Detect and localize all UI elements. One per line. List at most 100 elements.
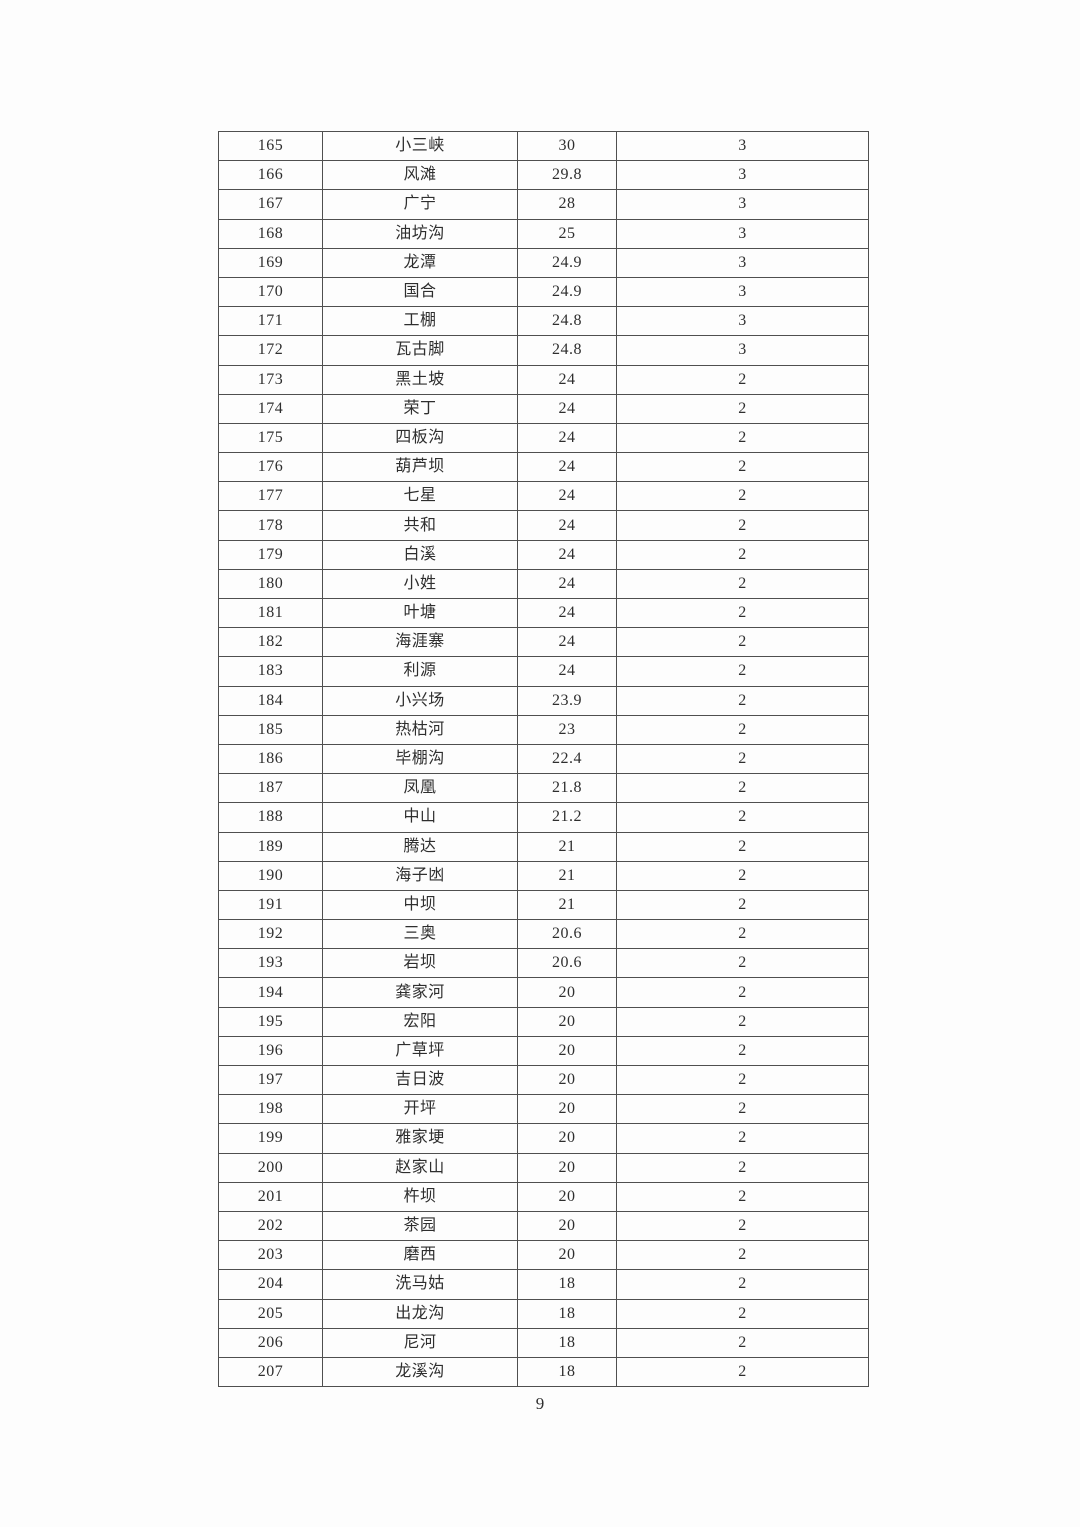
count-cell: 2 — [616, 656, 869, 687]
table-row: 185 热枯河 23 2 — [218, 714, 869, 745]
table-row: 195 宏阳 20 2 — [218, 1006, 869, 1037]
table-row: 171 工棚 24.8 3 — [218, 306, 869, 337]
row-index-cell: 170 — [218, 276, 323, 308]
value-cell: 24 — [517, 656, 617, 687]
value-cell: 20 — [517, 1006, 617, 1037]
row-index-cell: 204 — [218, 1269, 323, 1300]
table-row: 176 葫芦坝 24 2 — [218, 452, 869, 483]
station-name-cell: 龚家河 — [322, 977, 518, 1008]
station-name-cell: 岩坝 — [322, 948, 518, 979]
count-cell: 2 — [616, 685, 869, 716]
value-cell: 20 — [517, 1152, 617, 1183]
count-cell: 2 — [616, 714, 869, 745]
row-index-cell: 173 — [218, 364, 323, 395]
row-index-cell: 193 — [218, 948, 323, 979]
row-index-cell: 172 — [218, 335, 323, 366]
value-cell: 20.6 — [517, 919, 617, 950]
count-cell: 2 — [616, 627, 869, 658]
value-cell: 23 — [517, 714, 617, 745]
count-cell: 2 — [616, 1064, 869, 1096]
count-cell: 2 — [616, 1210, 869, 1242]
station-name-cell: 风滩 — [322, 160, 518, 191]
row-index-cell: 192 — [218, 919, 323, 950]
row-index-cell: 195 — [218, 1006, 323, 1037]
table-row: 206 尼河 18 2 — [218, 1327, 869, 1358]
count-cell: 3 — [616, 189, 869, 220]
station-name-cell: 工棚 — [322, 306, 518, 337]
table-row: 202 茶园 20 2 — [218, 1210, 869, 1242]
value-cell: 24 — [517, 393, 617, 424]
count-cell: 3 — [616, 306, 869, 337]
station-name-cell: 龙溪沟 — [322, 1356, 518, 1388]
table-row: 167 广宁 28 3 — [218, 189, 869, 220]
table-row: 194 龚家河 20 2 — [218, 977, 869, 1008]
row-index-cell: 199 — [218, 1123, 323, 1154]
table-row: 180 小姓 24 2 — [218, 568, 869, 600]
station-name-cell: 四板沟 — [322, 422, 518, 454]
page-number: 9 — [535, 1394, 545, 1413]
value-cell: 20.6 — [517, 948, 617, 979]
table-body: 165 小三峡 30 3 166 风滩 29.8 3 167 广宁 28 3 168 油坊沟 25 3 169 龙… — [218, 130, 869, 1388]
row-index-cell: 166 — [218, 160, 323, 191]
table-row: 199 雅家埂 20 2 — [218, 1123, 869, 1154]
value-cell: 20 — [517, 1123, 617, 1154]
table-row: 190 海子凼 21 2 — [218, 860, 869, 891]
table-row: 193 岩坝 20.6 2 — [218, 948, 869, 979]
table-row: 170 国合 24.9 3 — [218, 276, 869, 308]
count-cell: 2 — [616, 510, 869, 541]
row-index-cell: 202 — [218, 1210, 323, 1242]
value-cell: 21 — [517, 889, 617, 921]
row-index-cell: 207 — [218, 1356, 323, 1388]
station-name-cell: 海子凼 — [322, 860, 518, 891]
row-index-cell: 179 — [218, 539, 323, 570]
value-cell: 18 — [517, 1356, 617, 1388]
value-cell: 24 — [517, 422, 617, 454]
count-cell: 2 — [616, 364, 869, 395]
count-cell: 2 — [616, 802, 869, 833]
row-index-cell: 197 — [218, 1064, 323, 1096]
value-cell: 24 — [517, 627, 617, 658]
station-name-cell: 小三峡 — [322, 130, 518, 162]
value-cell: 21 — [517, 860, 617, 891]
table-row: 207 龙溪沟 18 2 — [218, 1356, 869, 1388]
table-row: 201 杵坝 20 2 — [218, 1181, 869, 1212]
value-cell: 20 — [517, 1064, 617, 1096]
table-row: 196 广草坪 20 2 — [218, 1035, 869, 1067]
row-index-cell: 196 — [218, 1035, 323, 1067]
station-name-cell: 凤凰 — [322, 773, 518, 804]
row-index-cell: 178 — [218, 510, 323, 541]
value-cell: 24 — [517, 481, 617, 512]
station-name-cell: 开坪 — [322, 1094, 518, 1125]
station-name-cell: 叶塘 — [322, 597, 518, 629]
table-row: 184 小兴场 23.9 2 — [218, 685, 869, 716]
station-name-cell: 尼河 — [322, 1327, 518, 1358]
value-cell: 24 — [517, 597, 617, 629]
station-name-cell: 葫芦坝 — [322, 452, 518, 483]
value-cell: 25 — [517, 218, 617, 249]
count-cell: 2 — [616, 889, 869, 921]
row-index-cell: 201 — [218, 1181, 323, 1212]
table-row: 205 出龙沟 18 2 — [218, 1298, 869, 1329]
value-cell: 20 — [517, 977, 617, 1008]
station-name-cell: 广宁 — [322, 189, 518, 220]
table-row: 178 共和 24 2 — [218, 510, 869, 541]
count-cell: 2 — [616, 743, 869, 775]
value-cell: 18 — [517, 1298, 617, 1329]
stations-table: 165 小三峡 30 3 166 风滩 29.8 3 167 广宁 28 3 168 油坊沟 25 3 169 龙… — [218, 130, 869, 1388]
count-cell: 3 — [616, 130, 869, 162]
count-cell: 2 — [616, 1094, 869, 1125]
table-row: 189 腾达 21 2 — [218, 831, 869, 862]
row-index-cell: 188 — [218, 802, 323, 833]
station-name-cell: 广草坪 — [322, 1035, 518, 1067]
table-row: 198 开坪 20 2 — [218, 1094, 869, 1125]
count-cell: 2 — [616, 539, 869, 570]
station-name-cell: 宏阳 — [322, 1006, 518, 1037]
row-index-cell: 180 — [218, 568, 323, 600]
table-row: 186 毕棚沟 22.4 2 — [218, 743, 869, 775]
station-name-cell: 磨西 — [322, 1240, 518, 1271]
station-name-cell: 吉日波 — [322, 1064, 518, 1096]
station-name-cell: 茶园 — [322, 1210, 518, 1242]
station-name-cell: 七星 — [322, 481, 518, 512]
station-name-cell: 龙潭 — [322, 247, 518, 278]
count-cell: 2 — [616, 481, 869, 512]
